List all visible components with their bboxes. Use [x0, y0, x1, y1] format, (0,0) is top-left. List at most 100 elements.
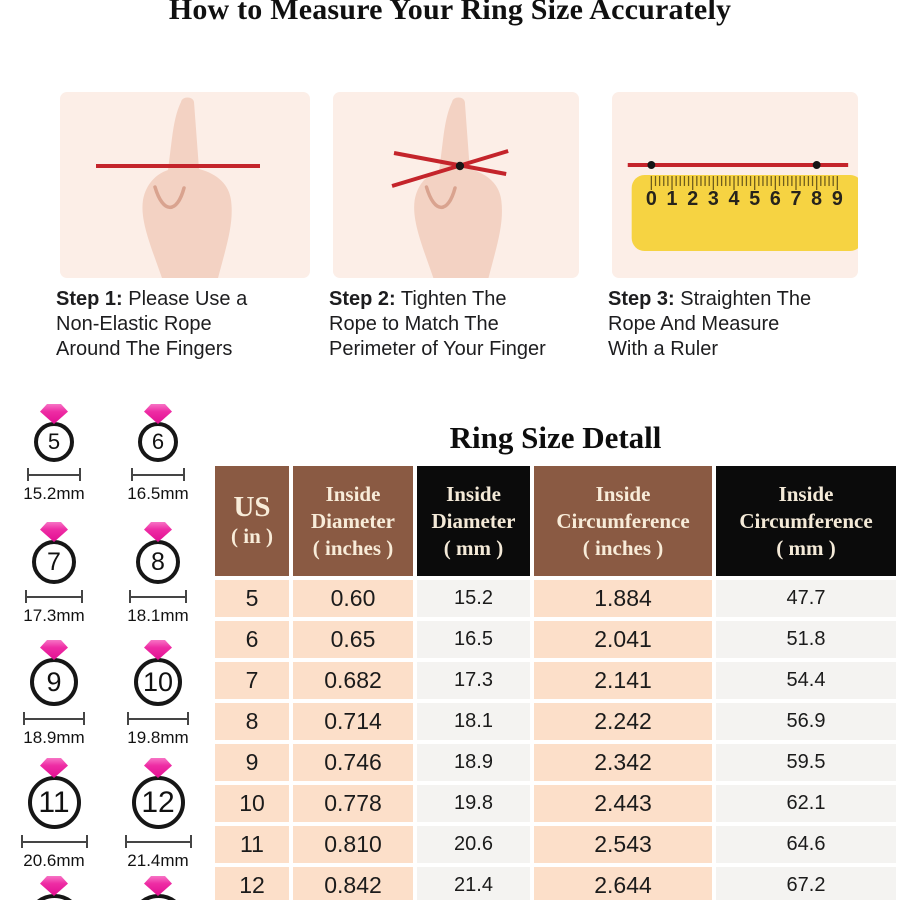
ring-size-table: US( in ) Inside Diameter( inches ) Inside Di… — [211, 462, 900, 900]
table-cell: 10 — [215, 785, 289, 822]
ruler-number: 5 — [749, 188, 760, 210]
table-cell: 2.443 — [534, 785, 712, 822]
diamond-icon — [144, 876, 172, 896]
table-title: Ring Size Detall — [449, 420, 662, 455]
hand-graphic — [414, 97, 502, 278]
table-cell: 2.141 — [534, 662, 712, 699]
diamond-icon — [40, 876, 68, 896]
diameter-bracket — [129, 590, 187, 603]
ruler-number: 9 — [832, 188, 843, 210]
table-cell: 67.2 — [716, 867, 896, 900]
ring-circle: 6 — [138, 422, 178, 462]
ruler-number: 6 — [770, 188, 781, 210]
step-3-text: Straighten The Rope And Measure With a R… — [608, 288, 812, 360]
step-2-label: Step 2: — [329, 288, 396, 310]
ring-circle: 11 — [27, 776, 81, 829]
column-header-line: ( inches ) — [312, 535, 394, 560]
table-cell: 0.842 — [293, 867, 413, 900]
table-cell: 0.714 — [293, 703, 413, 740]
diamond-icon — [40, 404, 68, 424]
column-header-line: Inside — [778, 481, 834, 506]
step-1-block: Step 1: Please Use a Non-Elastic Rope Ar… — [56, 92, 310, 362]
ring-circle: 12 — [131, 776, 185, 829]
table-row: 9 0.746 18.9 2.342 59.5 — [215, 744, 896, 781]
column-header-line: Circumference — [739, 508, 873, 533]
ruler-graphic — [631, 175, 858, 251]
table-row: 8 0.714 18.1 2.242 56.9 — [215, 703, 896, 740]
step-2-caption: Step 2: Tighten The Rope to Match The Pe… — [329, 287, 579, 362]
table-row: 12 0.842 21.4 2.644 67.2 — [215, 867, 896, 900]
ring-circle: 5 — [34, 422, 74, 462]
table-cell: 18.9 — [417, 744, 530, 781]
table-cell: 2.242 — [534, 703, 712, 740]
thumb-crease-graphic — [153, 185, 186, 209]
table-cell: 2.041 — [534, 621, 712, 658]
ruler-number: 1 — [667, 188, 678, 210]
ring-diameter-label: 21.4mm — [127, 851, 189, 870]
diameter-bracket — [27, 468, 81, 481]
ring-row: 7 17.3mm 8 18.1mm — [2, 522, 210, 640]
column-header-line: Inside — [595, 481, 651, 506]
ring-diameter-label: 17.3mm — [23, 606, 85, 625]
table-row: 10 0.778 19.8 2.443 62.1 — [215, 785, 896, 822]
step-1-text: Please Use a Non-Elastic Rope Around The… — [56, 288, 248, 360]
ring-diameter-label: 15.2mm — [23, 484, 85, 503]
table-cell: 8 — [215, 703, 289, 740]
diamond-icon — [40, 640, 68, 660]
ring-size-number: 11 — [38, 785, 70, 819]
table-row: 11 0.810 20.6 2.543 64.6 — [215, 826, 896, 863]
table-cell: 18.1 — [417, 703, 530, 740]
table-cell: 16.5 — [417, 621, 530, 658]
column-header: Inside Diameter( mm ) — [417, 466, 530, 576]
ruler-number: 4 — [729, 188, 740, 210]
table-row: 7 0.682 17.3 2.141 54.4 — [215, 662, 896, 699]
table-cell: 20.6 — [417, 826, 530, 863]
table-cell: 0.65 — [293, 621, 413, 658]
hand-with-rope-illustration — [96, 97, 260, 278]
table-cell: 59.5 — [716, 744, 896, 781]
ring-circle: 9 — [30, 658, 78, 706]
rope-end-dot — [812, 161, 821, 169]
step-1-image-panel — [60, 92, 310, 278]
ring-row: 5 15.2mm 6 16.5mm — [2, 404, 210, 522]
ring-illustration: 7 17.3mm — [2, 522, 106, 640]
ring-diameter-label: 18.1mm — [127, 606, 189, 625]
ring-row — [2, 876, 210, 900]
hand-tightened-rope-illustration — [391, 97, 509, 278]
table-cell: 12 — [215, 867, 289, 900]
diameter-bracket — [20, 835, 88, 848]
table-cell: 2.543 — [534, 826, 712, 863]
ring-circle: 10 — [134, 658, 182, 706]
ruler-ticks — [650, 176, 838, 190]
ruler-number: 7 — [791, 188, 802, 210]
column-header-line: Circumference — [556, 508, 690, 533]
table-cell: 7 — [215, 662, 289, 699]
table-cell: 0.778 — [293, 785, 413, 822]
diamond-icon — [40, 758, 68, 778]
column-header-line: ( mm ) — [443, 535, 504, 560]
table-cell: 2.644 — [534, 867, 712, 900]
diamond-icon — [40, 522, 68, 542]
diameter-bracket — [131, 468, 185, 481]
ring-circle: 7 — [32, 540, 76, 584]
ruler-number: 0 — [646, 188, 657, 210]
column-header: Inside Circumference( mm ) — [716, 466, 896, 576]
step-2-image-panel — [333, 92, 579, 278]
column-header-line: Diameter — [431, 508, 516, 533]
column-header-line: Inside — [446, 481, 501, 506]
column-header-line: ( in ) — [231, 524, 273, 548]
rope-knot-dot — [455, 161, 465, 171]
step-1-caption: Step 1: Please Use a Non-Elastic Rope Ar… — [56, 287, 310, 362]
ring-row: 9 18.9mm 10 19.8mm — [2, 640, 210, 758]
ring-illustration — [2, 876, 106, 900]
table-cell: 1.884 — [534, 580, 712, 617]
table-row: 6 0.65 16.5 2.041 51.8 — [215, 621, 896, 658]
table-row: 5 0.60 15.2 1.884 47.7 — [215, 580, 896, 617]
table-cell: 51.8 — [716, 621, 896, 658]
ring-size-number: 5 — [47, 429, 61, 454]
